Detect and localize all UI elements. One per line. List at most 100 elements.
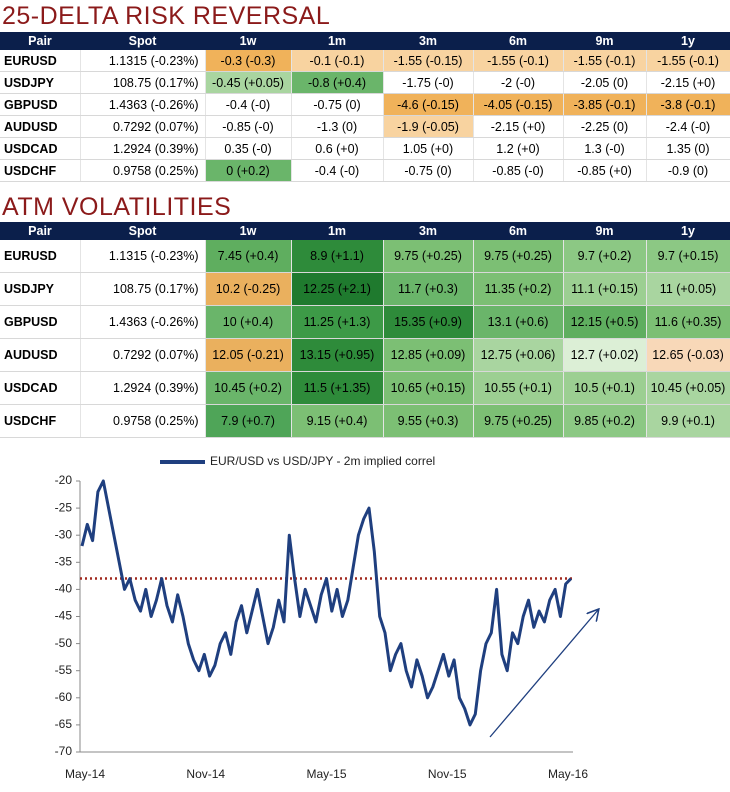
spot-cell: 0.7292 (0.07%) bbox=[80, 115, 206, 138]
spot-cell: 108.75 (0.17%) bbox=[80, 71, 206, 94]
pair-cell: EURUSD bbox=[0, 50, 81, 72]
header-cell: 3m bbox=[383, 222, 473, 240]
header-cell: 1m bbox=[291, 32, 383, 50]
spot-cell: 0.9758 (0.25%) bbox=[80, 404, 206, 438]
value-cell: 11.6 (+0.35) bbox=[646, 305, 730, 339]
header-cell: 6m bbox=[473, 32, 563, 50]
value-cell: 0.6 (+0) bbox=[291, 137, 384, 160]
pair-cell: USDJPY bbox=[0, 71, 81, 94]
header-cell: 1y bbox=[646, 222, 730, 240]
header-cell: 1y bbox=[646, 32, 730, 50]
y-tick-label: -70 bbox=[55, 744, 73, 758]
header-cell: Spot bbox=[80, 32, 205, 50]
value-cell: -0.85 (+0) bbox=[563, 159, 647, 182]
pair-cell: AUDUSD bbox=[0, 115, 81, 138]
value-cell: 9.9 (+0.1) bbox=[646, 404, 730, 438]
value-cell: -3.85 (-0.1) bbox=[563, 93, 647, 116]
value-cell: -0.1 (-0.1) bbox=[291, 50, 384, 72]
pair-cell: GBPUSD bbox=[0, 93, 81, 116]
spot-cell: 1.1315 (-0.23%) bbox=[80, 240, 206, 273]
header-cell: 1w bbox=[205, 222, 291, 240]
title: 25-DELTA RISK REVERSAL bbox=[2, 2, 331, 30]
y-tick-label: -20 bbox=[55, 473, 73, 487]
value-cell: 12.85 (+0.09) bbox=[383, 338, 474, 372]
header-cell: 1w bbox=[205, 32, 291, 50]
value-cell: 1.3 (-0) bbox=[563, 137, 647, 160]
y-tick-label: -65 bbox=[55, 717, 73, 731]
x-tick-label: Nov-15 bbox=[428, 767, 467, 781]
value-cell: -2.15 (+0) bbox=[646, 71, 730, 94]
value-cell: 10.65 (+0.15) bbox=[383, 371, 474, 405]
value-cell: 11.25 (+1.3) bbox=[291, 305, 384, 339]
x-tick-label: Nov-14 bbox=[186, 767, 225, 781]
header-row: Pair Spot 1w 1m 3m 6m 9m 1y bbox=[0, 32, 730, 50]
value-cell: 12.05 (-0.21) bbox=[205, 338, 292, 372]
value-cell: -1.55 (-0.1) bbox=[473, 50, 564, 72]
value-cell: 10.55 (+0.1) bbox=[473, 371, 564, 405]
value-cell: 10.45 (+0.05) bbox=[646, 371, 730, 405]
value-cell: -3.8 (-0.1) bbox=[646, 93, 730, 116]
value-cell: -0.3 (-0.3) bbox=[205, 50, 292, 72]
value-cell: 9.15 (+0.4) bbox=[291, 404, 384, 438]
value-cell: 0 (+0.2) bbox=[205, 159, 292, 182]
pair-cell: USDCAD bbox=[0, 137, 81, 160]
spot-cell: 1.1315 (-0.23%) bbox=[80, 50, 206, 72]
value-cell: 1.2 (+0) bbox=[473, 137, 564, 160]
pair-cell: USDJPY bbox=[0, 272, 81, 306]
value-cell: -0.85 (-0) bbox=[473, 159, 564, 182]
value-cell: -2.25 (0) bbox=[563, 115, 647, 138]
row: USDCAD 1.2924 (0.39%) 0.35 (-0) 0.6 (+0) 1.0… bbox=[0, 137, 730, 160]
pair-cell: USDCHF bbox=[0, 404, 81, 438]
value-cell: -1.55 (-0.1) bbox=[646, 50, 730, 72]
value-cell: 9.85 (+0.2) bbox=[563, 404, 647, 438]
value-cell: -0.75 (0) bbox=[383, 159, 474, 182]
y-tick-label: -25 bbox=[55, 500, 73, 514]
value-cell: -2.4 (-0) bbox=[646, 115, 730, 138]
header-cell: 9m bbox=[563, 222, 646, 240]
spot-cell: 108.75 (0.17%) bbox=[80, 272, 206, 306]
header-cell: 9m bbox=[563, 32, 646, 50]
value-cell: -0.9 (0) bbox=[646, 159, 730, 182]
value-cell: -4.05 (-0.15) bbox=[473, 93, 564, 116]
header-cell: Pair bbox=[0, 222, 80, 240]
x-tick-label: May-15 bbox=[306, 767, 346, 781]
value-cell: 9.7 (+0.15) bbox=[646, 240, 730, 273]
value-cell: 11.5 (+1.35) bbox=[291, 371, 384, 405]
value-cell: 12.7 (+0.02) bbox=[563, 338, 647, 372]
atm-volatilities-table: Pair Spot 1w 1m 3m 6m 9m 1y EURUSD 1.1315 (-0.23%… bbox=[0, 222, 730, 438]
spot-cell: 1.2924 (0.39%) bbox=[80, 371, 206, 405]
value-cell: -0.45 (+0.05) bbox=[205, 71, 292, 94]
value-cell: -0.8 (+0.4) bbox=[291, 71, 384, 94]
value-cell: 7.9 (+0.7) bbox=[205, 404, 292, 438]
y-tick-label: -40 bbox=[55, 582, 73, 596]
row: EURUSD 1.1315 (-0.23%) -0.3 (-0.3) -0.1 (-0… bbox=[0, 50, 730, 72]
pair-cell: AUDUSD bbox=[0, 338, 81, 372]
value-cell: -2.05 (0) bbox=[563, 71, 647, 94]
value-cell: 10.45 (+0.2) bbox=[205, 371, 292, 405]
value-cell: 12.65 (-0.03) bbox=[646, 338, 730, 372]
pair-cell: USDCHF bbox=[0, 159, 81, 182]
spot-cell: 1.4363 (-0.26%) bbox=[80, 93, 206, 116]
value-cell: 7.45 (+0.4) bbox=[205, 240, 292, 273]
pair-cell: GBPUSD bbox=[0, 305, 81, 339]
header-row: Pair Spot 1w 1m 3m 6m 9m 1y bbox=[0, 222, 730, 240]
pair-cell: USDCAD bbox=[0, 371, 81, 405]
trend-arrow bbox=[489, 610, 598, 738]
value-cell: 1.05 (+0) bbox=[383, 137, 474, 160]
legend-label: EUR/USD vs USD/JPY - 2m implied correl bbox=[210, 454, 435, 468]
value-cell: 8.9 (+1.1) bbox=[291, 240, 384, 273]
value-cell: -2.15 (+0) bbox=[473, 115, 564, 138]
value-cell: 12.25 (+2.1) bbox=[291, 272, 384, 306]
value-cell: 9.55 (+0.3) bbox=[383, 404, 474, 438]
y-tick-label: -35 bbox=[55, 554, 73, 568]
x-tick-label: May-16 bbox=[548, 767, 588, 781]
header-cell: 3m bbox=[383, 32, 473, 50]
value-cell: -1.9 (-0.05) bbox=[383, 115, 474, 138]
line-series bbox=[80, 479, 573, 727]
value-cell: -1.3 (0) bbox=[291, 115, 384, 138]
value-cell: 13.15 (+0.95) bbox=[291, 338, 384, 372]
row: GBPUSD 1.4363 (-0.26%) 10 (+0.4) 11.25 (+1.… bbox=[0, 305, 730, 339]
spot-cell: 1.2924 (0.39%) bbox=[80, 137, 206, 160]
row: USDCHF 0.9758 (0.25%) 7.9 (+0.7) 9.15 (+0.4… bbox=[0, 404, 730, 438]
